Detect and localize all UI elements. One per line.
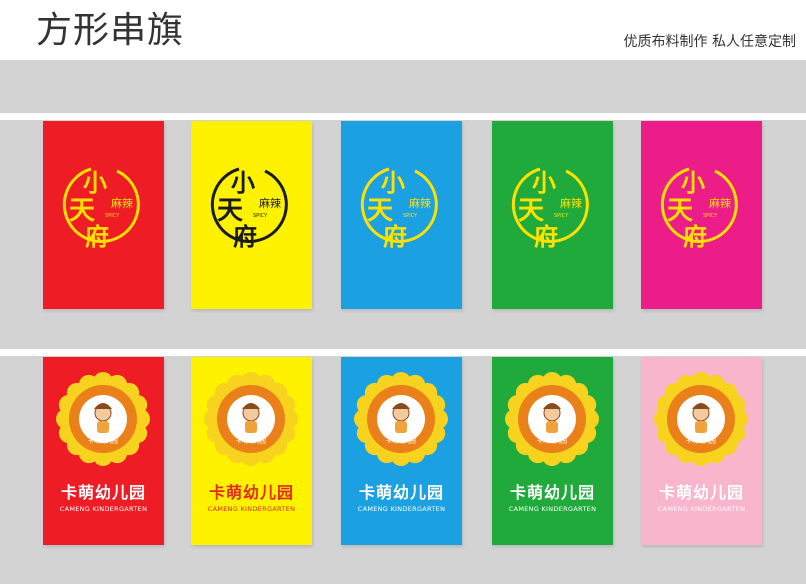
kindergarten-flag-yellow: 卡萌幼儿园 卡萌幼儿园 CAMENG KINDERGARTEN xyxy=(191,357,312,545)
logo-side-text: 麻辣 xyxy=(560,196,582,210)
logo-tag-text: SPICY xyxy=(105,213,120,219)
kindergarten-badge-icon: 卡萌幼儿园 xyxy=(204,372,298,466)
kindergarten-flag-green: 卡萌幼儿园 卡萌幼儿园 CAMENG KINDERGARTEN xyxy=(492,357,613,545)
kindergarten-flag-blue: 卡萌幼儿园 卡萌幼儿园 CAMENG KINDERGARTEN xyxy=(341,357,462,545)
badge-text: 卡萌幼儿园 xyxy=(686,437,716,445)
logo-ring xyxy=(210,167,288,244)
kindergarten-english: CAMENG KINDERGARTEN xyxy=(207,505,296,513)
logo-char-2: 天 xyxy=(518,196,544,226)
mascot-body xyxy=(245,421,257,433)
logo-flag-blue: 小天府麻辣 SPICY xyxy=(341,121,462,309)
kindergarten-english: CAMENG KINDERGARTEN xyxy=(357,505,446,513)
logo-tag-text: SPICY xyxy=(253,213,268,219)
mascot-hair xyxy=(242,403,260,409)
kindergarten-flag-red: 卡萌幼儿园 卡萌幼儿园 CAMENG KINDERGARTEN xyxy=(43,357,164,545)
logo-char-3: 府 xyxy=(534,222,558,251)
badge-text: 卡萌幼儿园 xyxy=(236,437,266,445)
string-band-bottom xyxy=(0,349,806,356)
mascot-body xyxy=(695,421,707,433)
badge-text: 卡萌幼儿园 xyxy=(386,437,416,445)
mascot-body xyxy=(546,421,558,433)
logo-flag-green: 小天府麻辣 SPICY xyxy=(492,121,613,309)
kindergarten-badge-icon: 卡萌幼儿园 xyxy=(654,372,748,466)
logo-char-1: 小 xyxy=(532,168,556,197)
header: 方形串旗 优质布料制作 私人任意定制 xyxy=(0,0,806,60)
badge-text: 卡萌幼儿园 xyxy=(537,437,567,445)
kindergarten-name: 卡萌幼儿园 xyxy=(358,483,444,502)
kindergarten-badge-icon: 卡萌幼儿园 xyxy=(354,372,448,466)
logo-side-text: 麻辣 xyxy=(259,196,281,210)
mascot-hair xyxy=(692,403,710,409)
logo-side-text: 麻辣 xyxy=(111,196,133,210)
logo-char-3: 府 xyxy=(233,222,257,251)
kindergarten-badge-icon: 卡萌幼儿园 xyxy=(56,372,150,466)
kindergarten-english: CAMENG KINDERGARTEN xyxy=(657,505,746,513)
badge-text: 卡萌幼儿园 xyxy=(88,437,118,445)
kindergarten-name: 卡萌幼儿园 xyxy=(509,483,595,502)
mascot-body xyxy=(395,421,407,433)
kindergarten-badge-icon: 卡萌幼儿园 xyxy=(505,372,599,466)
logo-char-1: 小 xyxy=(381,168,405,197)
mascot-body xyxy=(97,421,109,433)
logo-char-3: 府 xyxy=(383,222,407,251)
logo-ring xyxy=(62,167,140,244)
logo-ring xyxy=(511,167,589,244)
mascot-hair xyxy=(94,403,112,409)
logo-side-text: 麻辣 xyxy=(709,196,731,210)
kindergarten-english: CAMENG KINDERGARTEN xyxy=(59,505,148,513)
logo-tag-text: SPICY xyxy=(554,213,569,219)
logo-ring xyxy=(360,167,438,244)
logo-side-text: 麻辣 xyxy=(409,196,431,210)
page-title: 方形串旗 xyxy=(36,10,185,51)
kindergarten-name: 卡萌幼儿园 xyxy=(658,483,744,502)
logo-char-2: 天 xyxy=(367,196,393,226)
mascot-hair xyxy=(392,403,410,409)
logo-char-1: 小 xyxy=(231,168,255,197)
kindergarten-english: CAMENG KINDERGARTEN xyxy=(508,505,597,513)
logo-char-3: 府 xyxy=(85,222,109,251)
logo-ring xyxy=(660,167,738,244)
string-band-top xyxy=(0,113,806,120)
logo-char-2: 天 xyxy=(667,196,693,226)
logo-char-1: 小 xyxy=(83,168,107,197)
kindergarten-name: 卡萌幼儿园 xyxy=(60,483,146,502)
logo-char-2: 天 xyxy=(217,196,243,226)
logo-flag-yellow: 小天府麻辣 SPICY xyxy=(191,121,312,309)
logo-char-3: 府 xyxy=(683,222,707,251)
logo-tag-text: SPICY xyxy=(403,213,418,219)
logo-tag-text: SPICY xyxy=(703,213,718,219)
logo-char-1: 小 xyxy=(681,168,705,197)
mascot-hair xyxy=(543,403,561,409)
kindergarten-flag-pink: 卡萌幼儿园 卡萌幼儿园 CAMENG KINDERGARTEN xyxy=(641,357,762,545)
logo-flag-red: 小天府麻辣 SPICY xyxy=(43,121,164,309)
logo-char-2: 天 xyxy=(69,196,95,226)
kindergarten-name: 卡萌幼儿园 xyxy=(208,483,294,502)
logo-flag-magenta: 小天府麻辣 SPICY xyxy=(641,121,762,309)
page-subtitle: 优质布料制作 私人任意定制 xyxy=(623,34,796,50)
